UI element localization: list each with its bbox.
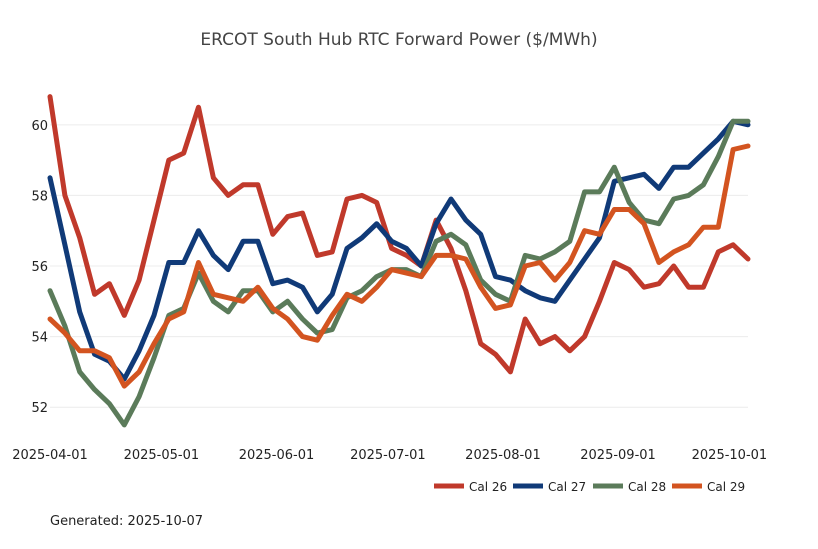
series-lines (47, 94, 751, 428)
chart-title: ERCOT South Hub RTC Forward Power ($/MWh… (200, 30, 597, 50)
series-line-cal-26 (47, 94, 751, 375)
y-axis-ticks: 52 54 56 58 60 (31, 119, 48, 416)
legend-label: Cal 26 (469, 480, 507, 494)
x-tick-label: 2025-10-01 (692, 448, 768, 463)
x-tick-label: 2025-06-01 (239, 448, 315, 463)
legend-label: Cal 28 (628, 480, 666, 494)
legend-label: Cal 27 (548, 480, 586, 494)
series-line-cal-27 (47, 118, 751, 382)
generated-annotation: Generated: 2025-10-07 (50, 514, 203, 529)
legend-item: Cal 29 (672, 480, 745, 494)
legend-label: Cal 29 (707, 480, 745, 494)
x-tick-label: 2025-05-01 (124, 448, 200, 463)
y-tick-label: 54 (31, 331, 48, 346)
y-tick-label: 56 (31, 260, 48, 275)
legend: Cal 26 Cal 27 Cal 28 Cal 29 (434, 480, 745, 494)
x-axis-ticks: 2025-04-01 2025-05-01 2025-06-01 2025-07-01… (12, 448, 767, 463)
x-tick-label: 2025-08-01 (465, 448, 541, 463)
y-tick-label: 52 (31, 401, 48, 416)
x-tick-label: 2025-07-01 (350, 448, 426, 463)
y-tick-label: 60 (31, 119, 48, 134)
legend-item: Cal 27 (513, 480, 586, 494)
x-tick-label: 2025-04-01 (12, 448, 88, 463)
series-line-cal-29 (47, 143, 751, 389)
y-tick-label: 58 (31, 189, 48, 204)
legend-item: Cal 26 (434, 480, 507, 494)
gridlines (50, 124, 748, 408)
x-tick-label: 2025-09-01 (580, 448, 656, 463)
legend-item: Cal 28 (593, 480, 666, 494)
